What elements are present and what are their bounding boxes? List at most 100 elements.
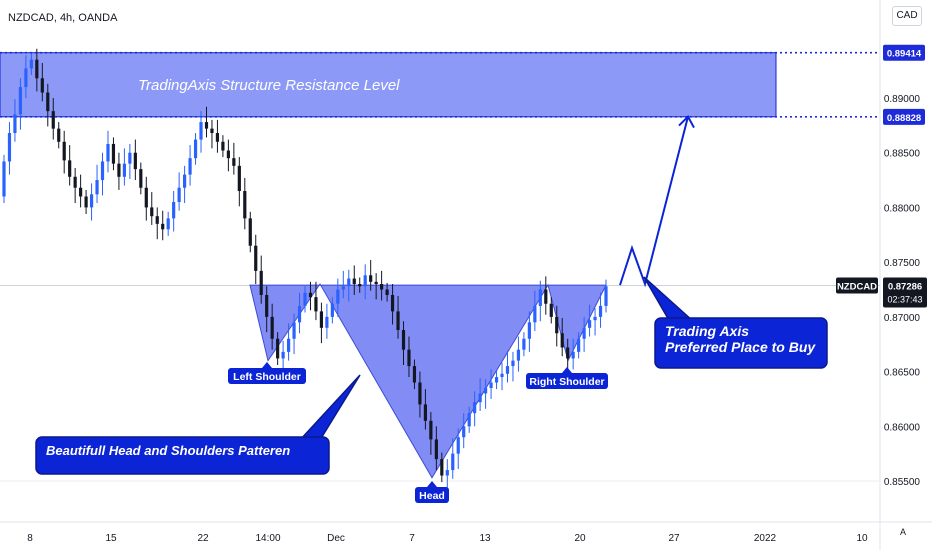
candle[interactable] bbox=[51, 98, 55, 140]
candle[interactable] bbox=[445, 459, 449, 489]
candle[interactable] bbox=[314, 281, 318, 321]
candle[interactable] bbox=[204, 106, 209, 138]
candle[interactable] bbox=[527, 311, 531, 352]
candle[interactable] bbox=[336, 278, 340, 317]
candle[interactable] bbox=[303, 286, 307, 313]
candle[interactable] bbox=[380, 270, 384, 301]
candle[interactable] bbox=[144, 176, 148, 221]
candle[interactable] bbox=[248, 211, 252, 253]
candle[interactable] bbox=[133, 139, 137, 181]
candle[interactable] bbox=[237, 157, 241, 207]
candle[interactable] bbox=[265, 286, 269, 333]
candle[interactable] bbox=[516, 336, 521, 372]
candle[interactable] bbox=[358, 277, 362, 293]
candle[interactable] bbox=[95, 164, 99, 204]
candle[interactable] bbox=[100, 152, 105, 196]
candle[interactable] bbox=[489, 369, 493, 399]
candle[interactable] bbox=[292, 313, 296, 355]
candle[interactable] bbox=[325, 303, 329, 339]
candle[interactable] bbox=[106, 130, 110, 173]
candle[interactable] bbox=[281, 340, 285, 372]
candle[interactable] bbox=[363, 264, 367, 300]
candle[interactable] bbox=[155, 207, 159, 240]
candle[interactable] bbox=[522, 332, 526, 357]
candle[interactable] bbox=[177, 172, 181, 211]
candle[interactable] bbox=[385, 282, 389, 302]
candle[interactable] bbox=[243, 177, 247, 230]
candle[interactable] bbox=[544, 276, 548, 315]
candle[interactable] bbox=[13, 99, 17, 142]
candle[interactable] bbox=[538, 280, 542, 322]
candle[interactable] bbox=[270, 303, 274, 350]
candle[interactable] bbox=[511, 351, 515, 382]
candle[interactable] bbox=[18, 78, 23, 130]
candle[interactable] bbox=[418, 371, 422, 418]
candle[interactable] bbox=[369, 259, 373, 291]
candle[interactable] bbox=[571, 338, 575, 370]
candle[interactable] bbox=[73, 168, 77, 204]
candle[interactable] bbox=[35, 48, 39, 92]
candle[interactable] bbox=[478, 378, 482, 411]
candle[interactable] bbox=[89, 183, 94, 221]
candle[interactable] bbox=[24, 55, 28, 98]
candle[interactable] bbox=[500, 362, 504, 391]
candle[interactable] bbox=[330, 297, 334, 324]
candle[interactable] bbox=[401, 321, 406, 366]
candle[interactable] bbox=[467, 406, 471, 433]
candle[interactable] bbox=[456, 428, 460, 469]
candle[interactable] bbox=[390, 284, 395, 325]
candle[interactable] bbox=[341, 270, 345, 299]
candle[interactable] bbox=[150, 192, 154, 225]
candle[interactable] bbox=[29, 53, 33, 76]
candle[interactable] bbox=[2, 154, 6, 204]
candle[interactable] bbox=[533, 290, 537, 332]
candle[interactable] bbox=[286, 323, 291, 361]
candle[interactable] bbox=[199, 111, 203, 153]
candle[interactable] bbox=[111, 137, 116, 171]
candle[interactable] bbox=[604, 279, 608, 313]
candle[interactable] bbox=[128, 143, 132, 179]
candle[interactable] bbox=[210, 119, 214, 149]
candle[interactable] bbox=[297, 292, 302, 334]
candle[interactable] bbox=[484, 379, 488, 409]
candle[interactable] bbox=[423, 389, 427, 430]
candle[interactable] bbox=[139, 162, 143, 195]
candle[interactable] bbox=[587, 304, 592, 337]
candle[interactable] bbox=[598, 292, 603, 328]
candle[interactable] bbox=[226, 139, 230, 172]
candle[interactable] bbox=[577, 332, 581, 359]
candle[interactable] bbox=[172, 191, 176, 232]
candle[interactable] bbox=[215, 119, 220, 153]
candle[interactable] bbox=[221, 135, 225, 158]
candle[interactable] bbox=[40, 62, 44, 102]
candle[interactable] bbox=[62, 130, 66, 174]
candle[interactable] bbox=[254, 234, 258, 285]
candle[interactable] bbox=[412, 359, 417, 390]
candle[interactable] bbox=[494, 370, 499, 390]
candle[interactable] bbox=[396, 296, 400, 339]
candle[interactable] bbox=[7, 122, 12, 175]
candle[interactable] bbox=[451, 438, 455, 479]
candle[interactable] bbox=[560, 317, 564, 357]
candle[interactable] bbox=[117, 152, 121, 190]
candle[interactable] bbox=[374, 273, 378, 300]
candle[interactable] bbox=[161, 210, 165, 241]
candle[interactable] bbox=[319, 302, 324, 344]
candle[interactable] bbox=[188, 145, 192, 186]
candle[interactable] bbox=[308, 281, 313, 311]
candle[interactable] bbox=[84, 189, 88, 214]
candle[interactable] bbox=[555, 305, 559, 347]
candle[interactable] bbox=[122, 148, 126, 186]
candle[interactable] bbox=[193, 133, 198, 165]
candle[interactable] bbox=[166, 211, 170, 236]
candle[interactable] bbox=[46, 83, 50, 127]
candle[interactable] bbox=[462, 413, 466, 449]
auto-scale-button[interactable]: A bbox=[900, 527, 907, 537]
candle[interactable] bbox=[429, 412, 433, 455]
candle[interactable] bbox=[582, 316, 586, 352]
candle[interactable] bbox=[407, 336, 411, 378]
candle[interactable] bbox=[505, 350, 510, 383]
candle[interactable] bbox=[232, 142, 236, 175]
candle[interactable] bbox=[276, 332, 280, 366]
